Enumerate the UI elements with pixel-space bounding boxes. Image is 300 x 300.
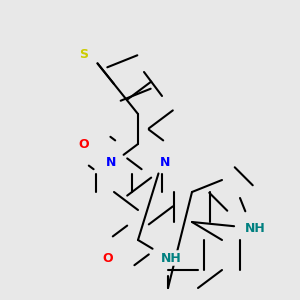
- Text: NH: NH: [244, 221, 266, 235]
- Text: N: N: [160, 155, 170, 169]
- Text: O: O: [103, 251, 113, 265]
- Text: S: S: [80, 47, 88, 61]
- Text: O: O: [79, 137, 89, 151]
- Text: N: N: [106, 155, 116, 169]
- Text: NH: NH: [160, 251, 182, 265]
